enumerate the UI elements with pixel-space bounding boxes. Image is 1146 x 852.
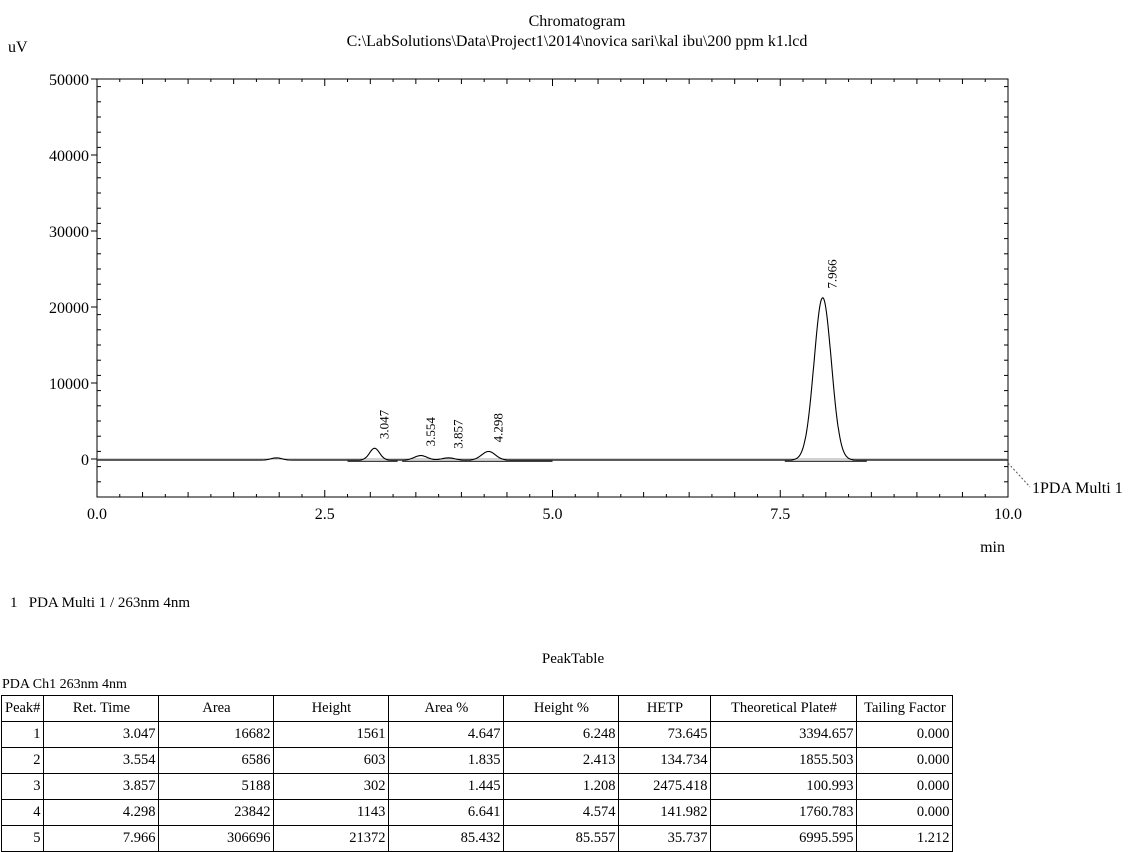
peak-table-cell: 2475.418 [618,773,712,800]
peak-table-column-header: Area % [388,695,505,722]
peak-table-channel: PDA Ch1 263nm 4nm [2,677,127,692]
legend-leader-line [1007,462,1031,488]
peak-table-cell: 0.000 [856,799,954,826]
peak-table-cell: 4 [0,799,45,826]
chart-title: Chromatogram [529,13,626,30]
peak-table-cell: 3 [0,773,45,800]
channel-caption: 1 PDA Multi 1 / 263nm 4nm [10,595,191,611]
peak-table-cell: 2.413 [503,747,620,774]
peak-table-cell: 5 [0,825,45,852]
peak-table-row: 3 3.857 5188 302 1.445 1.208 2475.418 100.993 0.… [0,773,954,800]
peak-table-cell: 306696 [158,825,275,852]
peak-table-cell: 1561 [273,721,390,748]
peak-labels: 3.047 3.554 3.857 4.298 7.966 [377,259,840,449]
peak-table-cell: 0.000 [856,721,954,748]
peak-table-column-header: Height % [503,695,620,722]
peak-table-cell: 35.737 [618,825,712,852]
x-tick-label: 10.0 [994,506,1022,523]
peak-table-column-header: Peak# [0,695,45,722]
peak-table-header: Peak# Ret. Time Area Height Area % Height % HE… [0,695,954,722]
axis-ticks [91,78,1009,498]
x-tick-label: 5.0 [543,506,563,523]
peak-table-cell: 6.641 [388,799,505,826]
peak-label: 3.554 [423,417,438,447]
peak-table-cell: 1.208 [503,773,620,800]
x-axis-unit-label: min [980,539,1005,556]
peak-table-cell: 5188 [158,773,275,800]
peak-table-cell: 23842 [158,799,275,826]
y-tick-label: 0 [81,452,89,469]
peak-table-cell: 16682 [158,721,275,748]
peak-label: 7.966 [825,259,840,289]
chart-subtitle: C:\LabSolutions\Data\Project1\2014\novic… [347,33,808,50]
peak-table-cell: 0.000 [856,747,954,774]
peak-table-cell: 1760.783 [710,799,858,826]
x-tick-label: 0.0 [87,506,107,523]
peak-table-cell: 4.298 [43,799,160,826]
peak-table-row: 5 7.966 306696 21372 85.432 85.557 35.737 6995.… [0,825,954,852]
y-axis-unit-label: uV [8,39,28,56]
peak-table-cell: 141.982 [618,799,712,826]
peak-table-cell: 7.966 [43,825,160,852]
y-tick-label: 20000 [49,300,89,317]
peak-table-cell: 0.000 [856,773,954,800]
chromatogram-trace-group [97,297,1008,462]
peak-table-cell: 3.554 [43,747,160,774]
peak-table-column-header: Ret. Time [43,695,160,722]
peak-table: Peak# Ret. Time Area Height Area % Height % HE… [0,695,954,852]
peak-table-row: 4 4.298 23842 1143 6.641 4.574 141.982 1760.783… [0,799,954,826]
peak-table-cell: 603 [273,747,390,774]
x-tick-label: 7.5 [770,506,790,523]
peak-table-body: 1 3.047 16682 1561 4.647 6.248 73.645 3394.657 0… [0,721,954,852]
y-tick-label: 40000 [49,148,89,165]
y-tick-label: 50000 [49,72,89,89]
peak-table-cell: 3.047 [43,721,160,748]
peak-label: 3.857 [450,419,465,449]
peak-table-cell: 1.445 [388,773,505,800]
y-tick-label: 10000 [49,376,89,393]
peak-label: 3.047 [377,409,392,439]
y-tick-label: 30000 [49,224,89,241]
peak-label: 4.298 [491,413,506,442]
peak-table-row: 2 3.554 6586 603 1.835 2.413 134.734 1855.503 0.… [0,747,954,774]
peak-table-cell: 85.432 [388,825,505,852]
peak-table-cell: 100.993 [710,773,858,800]
peak-table-cell: 4.647 [388,721,505,748]
peak-table-title: PeakTable [541,651,605,667]
peak-table-cell: 6995.595 [710,825,858,852]
legend-series-label: 1PDA Multi 1 [1032,480,1123,497]
peak-table-cell: 6586 [158,747,275,774]
peak-table-cell: 302 [273,773,390,800]
peak-table-column-header: Area [158,695,275,722]
peak-table-cell: 3.857 [43,773,160,800]
peak-table-cell: 1.212 [856,825,954,852]
peak-table-cell: 4.574 [503,799,620,826]
peak-table-cell: 1855.503 [710,747,858,774]
plot-frame [96,78,1009,498]
x-tick-label: 2.5 [315,506,335,523]
peak-table-cell: 6.248 [503,721,620,748]
peak-table-cell: 3394.657 [710,721,858,748]
chromatogram-chart: Chromatogram C:\LabSolutions\Data\Projec… [8,13,1123,556]
peak-table-cell: 2 [0,747,45,774]
peak-table-cell: 21372 [273,825,390,852]
peak-table-cell: 1143 [273,799,390,826]
peak-table-cell: 1.835 [388,747,505,774]
axis-tick-labels: 0.0 2.5 5.0 7.5 10.0 0 10000 20000 30000 40000 500… [49,72,1022,523]
peak-table-column-header: HETP [618,695,712,722]
chromatogram-trace [97,297,1008,461]
peak-table-column-header: Height [273,695,390,722]
peak-table-column-header: Tailing Factor [856,695,954,722]
peak-table-row: 1 3.047 16682 1561 4.647 6.248 73.645 3394.657 0… [0,721,954,748]
peak-table-cell: 1 [0,721,45,748]
peak-table-cell: 85.557 [503,825,620,852]
peak-table-cell: 134.734 [618,747,712,774]
peak-table-cell: 73.645 [618,721,712,748]
peak-table-column-header: Theoretical Plate# [710,695,858,722]
